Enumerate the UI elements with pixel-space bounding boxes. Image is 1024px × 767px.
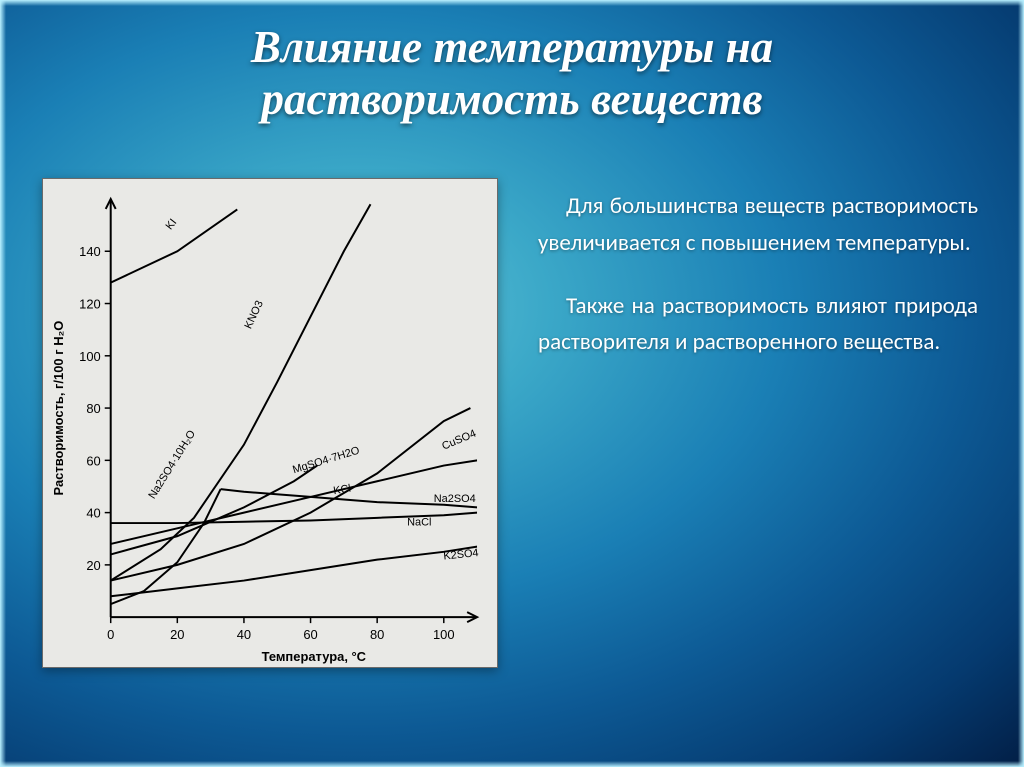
solubility-chart-svg: 0 20 40 60 80 100 20 40 60 80 100 120 140 Температура… [43, 179, 497, 667]
slide-title: Влияние температуры на растворимость вещ… [0, 22, 1024, 126]
svg-text:100: 100 [79, 349, 101, 364]
title-line-1: Влияние температуры на [251, 22, 773, 72]
svg-text:0: 0 [107, 627, 114, 642]
svg-text:100: 100 [433, 627, 455, 642]
svg-text:20: 20 [170, 627, 184, 642]
svg-text:Na2SO4: Na2SO4 [434, 493, 476, 505]
svg-text:Растворимость, г/100 г H₂O: Растворимость, г/100 г H₂O [51, 321, 66, 496]
title-line-2: растворимость веществ [261, 74, 762, 124]
svg-text:40: 40 [86, 506, 100, 521]
svg-text:Na2SO4·10H₂O: Na2SO4·10H₂O [146, 428, 198, 501]
slide-edge-top [0, 0, 1024, 6]
svg-text:140: 140 [79, 244, 101, 259]
svg-text:K2SO4: K2SO4 [443, 547, 479, 563]
svg-text:120: 120 [79, 297, 101, 312]
svg-text:NaCl: NaCl [407, 517, 431, 529]
svg-text:MgSO4·7H2O: MgSO4·7H2O [291, 445, 361, 477]
svg-text:Температура, °С: Температура, °С [262, 649, 366, 664]
svg-text:80: 80 [86, 401, 100, 416]
paragraph-2: Также на растворимость влияют природа ра… [538, 288, 978, 362]
slide-edge-bottom [0, 761, 1024, 767]
solubility-chart: 0 20 40 60 80 100 20 40 60 80 100 120 140 Температура… [42, 178, 498, 668]
svg-text:20: 20 [86, 558, 100, 573]
svg-text:CuSO4: CuSO4 [440, 428, 478, 453]
svg-text:KNO3: KNO3 [242, 299, 265, 331]
svg-text:80: 80 [370, 627, 384, 642]
body-text: Для большинства веществ растворимость ув… [538, 188, 978, 387]
svg-text:40: 40 [237, 627, 251, 642]
svg-text:60: 60 [86, 453, 100, 468]
paragraph-1: Для большинства веществ растворимость ув… [538, 188, 978, 262]
svg-text:60: 60 [303, 627, 317, 642]
svg-text:KI: KI [164, 217, 180, 233]
